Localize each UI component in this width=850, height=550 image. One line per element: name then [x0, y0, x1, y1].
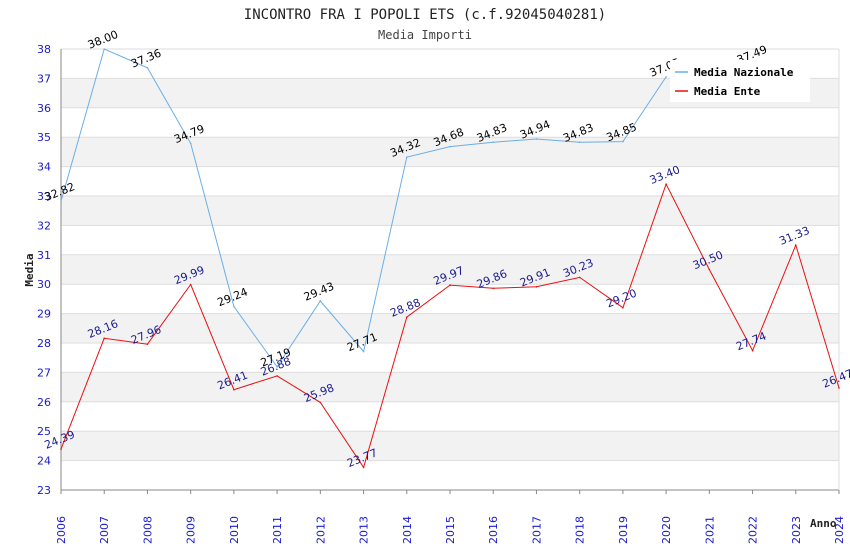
x-tick-label: 2017	[530, 516, 543, 544]
y-tick-label: 33	[37, 190, 51, 203]
grid-lines	[61, 48, 839, 462]
x-tick-label: 2016	[487, 516, 500, 544]
data-point	[535, 286, 538, 288]
grid-band	[61, 431, 839, 461]
data-point	[276, 366, 278, 368]
data-point	[146, 67, 149, 69]
data-point	[103, 48, 106, 50]
y-tick-label: 36	[37, 102, 51, 115]
y-tick-label: 35	[37, 131, 51, 144]
x-tick-label: 2019	[617, 516, 630, 544]
x-tick-label: 2022	[747, 516, 760, 544]
y-tick-label: 25	[37, 425, 51, 438]
grid-band	[61, 313, 839, 343]
data-point	[665, 76, 667, 78]
x-tick-label: 2023	[790, 516, 803, 544]
grid-band	[61, 196, 839, 226]
data-point	[405, 156, 408, 158]
y-tick-label: 32	[37, 219, 51, 232]
x-tick-label: 2021	[703, 516, 716, 544]
x-tick-label: 2009	[185, 516, 198, 544]
data-point	[362, 466, 365, 469]
data-label: 38.00	[86, 28, 120, 52]
chart-subtitle: Media Importi	[378, 28, 472, 42]
y-tick-label: 26	[37, 396, 51, 409]
x-tick-label: 2007	[98, 516, 111, 544]
data-label: 29.24	[216, 285, 250, 309]
data-point	[319, 300, 322, 302]
data-point	[578, 276, 581, 279]
y-axis-label: Media	[23, 253, 36, 286]
data-point	[449, 145, 451, 148]
grid-band	[61, 137, 839, 167]
series-lines	[60, 48, 840, 469]
data-point	[362, 350, 365, 353]
data-point	[794, 244, 797, 246]
y-tick-label: 23	[37, 484, 51, 497]
y-tick-label: 30	[37, 278, 51, 291]
data-point	[838, 387, 840, 389]
data-point	[405, 316, 408, 318]
legend-entry: Media Ente	[694, 85, 761, 98]
y-tick-label: 34	[37, 161, 51, 174]
y-tick-label: 29	[37, 308, 51, 321]
chart-title: INCONTRO FRA I POPOLI ETS (c.f.920450402…	[244, 7, 606, 23]
data-point	[103, 337, 106, 340]
x-tick-labels: 2006 2007 2008 2009 2010 2011 2012 2013 2014 2015…	[55, 516, 846, 544]
x-tick-label: 2008	[141, 516, 154, 544]
y-tick-label: 38	[37, 43, 51, 56]
legend-box	[670, 60, 810, 102]
data-point	[276, 375, 278, 377]
x-tick-label: 2018	[574, 516, 587, 544]
grid-band	[61, 372, 839, 402]
x-tick-label: 2024	[833, 516, 846, 544]
data-point	[60, 448, 62, 450]
data-point	[233, 388, 235, 391]
x-tick-label: 2020	[660, 516, 673, 544]
data-point	[622, 140, 624, 143]
x-tick-label: 2014	[401, 516, 414, 544]
data-point	[708, 268, 711, 271]
data-point	[146, 343, 149, 345]
x-tick-label: 2013	[358, 516, 371, 544]
x-tick-label: 2006	[55, 516, 68, 544]
y-tick-label: 24	[37, 455, 51, 468]
legend-entry: Media Nazionale	[694, 66, 794, 79]
x-axis-label: Anno	[810, 517, 837, 530]
data-point	[622, 306, 624, 309]
data-point	[535, 138, 538, 140]
y-tick-label: 31	[37, 249, 51, 262]
data-point	[189, 283, 192, 286]
data-point	[60, 200, 62, 203]
x-tick-label: 2015	[444, 516, 457, 544]
y-tick-labels: 23 24 25 26 27 28 29 30 31 32 33 34 35 36 37 38	[37, 43, 51, 497]
data-label: 31.33	[777, 224, 811, 248]
y-tick-label: 27	[37, 366, 51, 379]
x-tick-label: 2010	[228, 516, 241, 544]
data-point	[189, 142, 192, 145]
data-point	[751, 349, 754, 352]
data-point	[578, 141, 581, 143]
data-point	[665, 183, 667, 186]
legend: Media Nazionale Media Ente	[670, 60, 810, 102]
data-point	[492, 141, 495, 143]
data-point	[449, 284, 451, 286]
y-tick-label: 37	[37, 72, 51, 85]
axes	[60, 49, 840, 494]
data-point	[492, 287, 495, 290]
x-tick-label: 2011	[271, 516, 284, 544]
x-tick-label: 2012	[314, 516, 327, 544]
data-point	[319, 401, 322, 404]
grid-bands	[61, 78, 839, 461]
data-point	[233, 305, 235, 308]
y-tick-label: 28	[37, 337, 51, 350]
